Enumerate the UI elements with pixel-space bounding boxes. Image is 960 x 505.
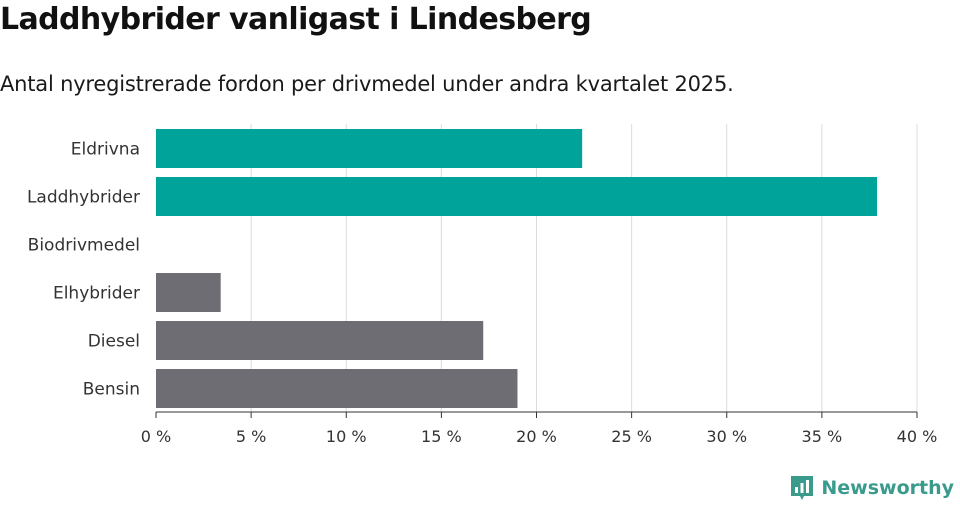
category-label: Eldrivna xyxy=(71,140,140,160)
chart-subtitle: Antal nyregistrerade fordon per drivmede… xyxy=(0,72,734,96)
category-label: Biodrivmedel xyxy=(28,236,140,256)
brand-name: Newsworthy xyxy=(821,477,954,499)
bar xyxy=(156,273,221,312)
brand-logo: Newsworthy xyxy=(789,474,954,502)
category-label: Elhybrider xyxy=(53,284,140,304)
x-tick-label: 40 % xyxy=(897,427,938,446)
category-label: Laddhybrider xyxy=(27,188,140,208)
x-tick-label: 20 % xyxy=(516,427,557,446)
bar-chart: Eldrivna Laddhybrider Biodrivmedel Elhybrid… xyxy=(27,124,938,446)
x-tick-label: 5 % xyxy=(236,427,266,446)
x-tick-label: 25 % xyxy=(611,427,652,446)
x-tick-label: 15 % xyxy=(421,427,462,446)
bar xyxy=(156,177,878,216)
x-tick-label: 10 % xyxy=(326,427,367,446)
category-label: Diesel xyxy=(88,332,140,352)
newsworthy-logo-icon xyxy=(791,476,814,500)
bar xyxy=(156,129,583,168)
bar xyxy=(156,321,484,360)
category-label: Bensin xyxy=(83,380,140,400)
x-tick-label: 35 % xyxy=(802,427,843,446)
x-tick-label: 0 % xyxy=(141,427,171,446)
bar xyxy=(156,369,518,408)
x-tick-label: 30 % xyxy=(706,427,747,446)
chart-title: Laddhybrider vanligast i Lindesberg xyxy=(0,2,592,37)
